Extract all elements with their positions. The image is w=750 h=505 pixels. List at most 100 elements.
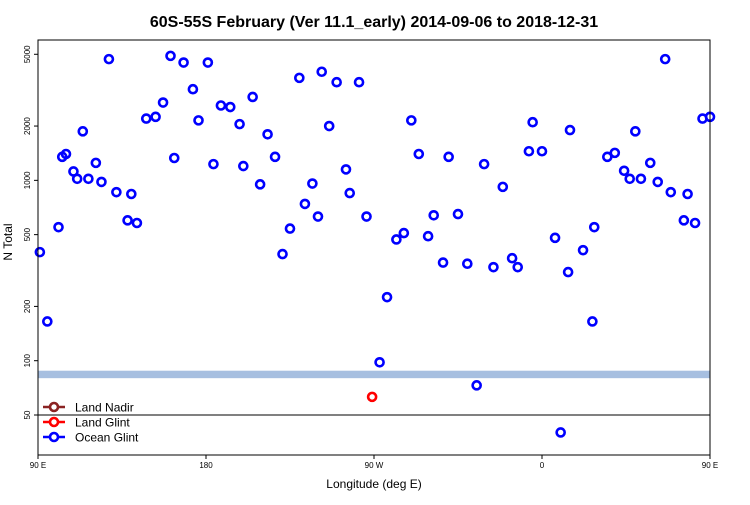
ocean-glint-point bbox=[234, 118, 245, 130]
ocean-glint-point bbox=[90, 157, 102, 169]
ocean-glint-point bbox=[422, 230, 434, 242]
ocean-glint-point bbox=[277, 248, 288, 260]
ocean-glint-point bbox=[618, 165, 630, 177]
y-tick-label: 100 bbox=[23, 353, 32, 367]
ocean-glint-point bbox=[689, 217, 701, 229]
ocean-glint-point bbox=[391, 234, 402, 245]
ocean-glint-point bbox=[462, 258, 473, 269]
ocean-glint-point bbox=[42, 316, 53, 327]
y-axis-label: N Total bbox=[1, 223, 15, 260]
ocean-glint-point bbox=[83, 173, 94, 185]
legend-marker bbox=[48, 416, 60, 428]
ocean-glint-point bbox=[609, 147, 621, 159]
y-tick-label: 200 bbox=[23, 299, 32, 313]
ocean-glint-point bbox=[34, 246, 46, 258]
ocean-glint-point bbox=[294, 72, 305, 84]
ocean-glint-point bbox=[122, 215, 133, 226]
ocean-glint-point bbox=[506, 252, 518, 264]
x-tick-label: 90 E bbox=[702, 461, 718, 470]
y-tick-label: 2000 bbox=[23, 117, 32, 135]
ocean-glint-point bbox=[478, 158, 490, 170]
ocean-glint-point bbox=[587, 316, 598, 327]
ocean-glint-point bbox=[497, 181, 509, 193]
ocean-glint-point bbox=[361, 211, 372, 222]
ocean-glint-point bbox=[527, 116, 538, 128]
y-tick-label: 1000 bbox=[23, 171, 32, 189]
y-tick-label: 50 bbox=[23, 410, 32, 419]
plot-frame bbox=[37, 39, 711, 456]
ocean-glint-point bbox=[111, 186, 122, 198]
ocean-glint-point bbox=[562, 266, 574, 278]
ocean-glint-point bbox=[398, 227, 410, 239]
ocean-glint-point bbox=[71, 173, 83, 185]
legend-marker bbox=[48, 431, 60, 443]
ocean-glint-point bbox=[254, 179, 266, 190]
ocean-glint-point bbox=[428, 209, 440, 221]
x-tick-label: 180 bbox=[199, 461, 213, 470]
ocean-glint-point bbox=[659, 53, 671, 65]
ocean-glint-point bbox=[299, 198, 311, 210]
ocean-glint-point bbox=[588, 221, 600, 233]
x-tick-label: 0 bbox=[540, 461, 545, 470]
ocean-glint-point bbox=[53, 221, 64, 233]
ocean-glint-point bbox=[682, 188, 693, 200]
ocean-glint-point bbox=[437, 257, 449, 268]
ocean-glint-point bbox=[340, 164, 352, 175]
ocean-glint-point bbox=[96, 176, 107, 188]
ocean-glint-point bbox=[555, 427, 566, 438]
ocean-glint-point bbox=[644, 157, 656, 169]
ocean-glint-point bbox=[316, 66, 328, 78]
ocean-glint-point bbox=[344, 187, 356, 199]
ocean-glint-point bbox=[549, 232, 561, 244]
ocean-glint-point bbox=[331, 76, 342, 88]
ocean-glint-point bbox=[652, 176, 664, 188]
ocean-glint-point bbox=[126, 188, 137, 200]
ocean-glint-point bbox=[77, 126, 89, 137]
ocean-glint-point bbox=[307, 178, 318, 189]
x-tick-label: 90 W bbox=[365, 461, 384, 470]
ocean-glint-point bbox=[624, 173, 636, 185]
ocean-glint-point bbox=[488, 261, 499, 273]
ocean-glint-point bbox=[665, 186, 677, 198]
ocean-glint-point bbox=[208, 158, 219, 170]
ocean-glint-point bbox=[247, 91, 258, 103]
ocean-glint-point bbox=[443, 151, 454, 163]
ocean-glint-point bbox=[523, 145, 535, 157]
ocean-glint-point bbox=[168, 152, 180, 164]
ocean-glint-point bbox=[353, 76, 365, 88]
ocean-glint-point bbox=[165, 50, 176, 62]
ocean-glint-point bbox=[512, 261, 524, 273]
ocean-glint-point bbox=[238, 160, 249, 172]
ocean-glint-point bbox=[630, 126, 641, 137]
legend-label: Land Glint bbox=[75, 416, 130, 430]
legend-marker bbox=[48, 401, 60, 413]
ocean-glint-point bbox=[178, 57, 189, 68]
ocean-glint-point bbox=[215, 100, 227, 111]
x-axis-label: Longitude (deg E) bbox=[326, 477, 421, 491]
ocean-glint-point bbox=[224, 101, 236, 113]
y-tick-label: 500 bbox=[23, 227, 32, 241]
ocean-glint-point bbox=[157, 97, 169, 108]
ocean-glint-point bbox=[577, 244, 589, 256]
ocean-glint-point bbox=[262, 129, 273, 140]
legend-label: Land Nadir bbox=[75, 401, 134, 415]
ocean-glint-point bbox=[193, 115, 204, 126]
ocean-glint-point bbox=[406, 115, 417, 126]
ocean-glint-point bbox=[678, 215, 690, 226]
ocean-glint-point bbox=[202, 57, 214, 68]
ocean-glint-point bbox=[564, 124, 576, 136]
ocean-glint-point bbox=[536, 145, 548, 157]
ocean-glint-point bbox=[60, 148, 72, 160]
ocean-glint-point bbox=[284, 223, 296, 234]
ocean-glint-point bbox=[269, 151, 281, 163]
ocean-glint-point bbox=[187, 83, 199, 95]
ocean-glint-point bbox=[103, 53, 115, 65]
ocean-glint-point bbox=[413, 148, 425, 160]
band bbox=[38, 370, 710, 379]
ocean-glint-point bbox=[374, 356, 385, 368]
land-glint-point bbox=[366, 391, 378, 403]
ocean-glint-point bbox=[452, 208, 464, 220]
ocean-glint-point bbox=[323, 120, 335, 132]
chart-title: 60S-55S February (Ver 11.1_early) 2014-0… bbox=[150, 14, 598, 31]
